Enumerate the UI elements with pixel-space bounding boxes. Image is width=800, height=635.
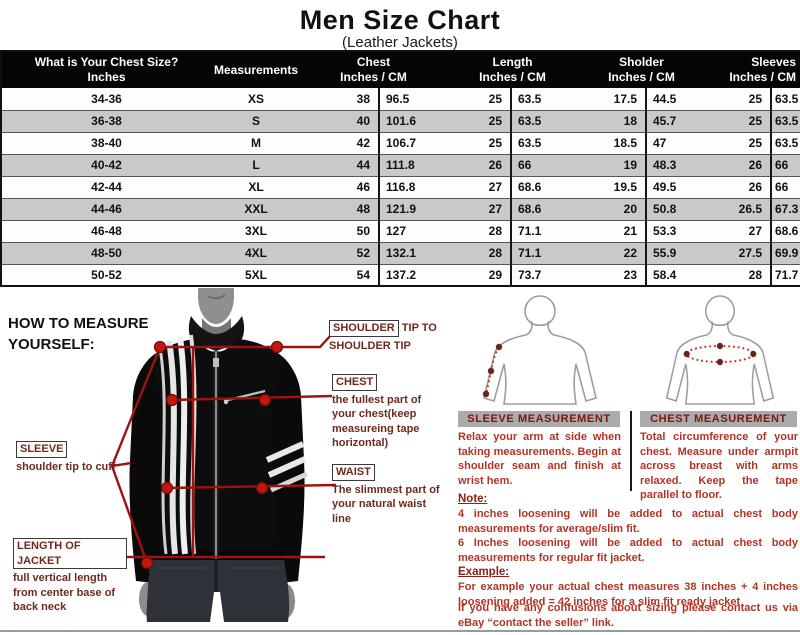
chest-callout-box: CHEST — [332, 374, 378, 391]
header-shoulder: Sholder Inches / CM — [579, 51, 704, 88]
chest-guide-text: Total circumference of your chest. Measu… — [640, 431, 798, 502]
table-row: 42-44 XL 46 116.8 27 68.6 19.5 49.5 26 66 — [1, 175, 800, 198]
sleeve-callout-desc: shoulder tip to cuff — [16, 460, 116, 473]
header-length: Length Inches / CM — [446, 51, 579, 88]
callout-shoulder: SHOULDER TIP TO SHOULDER TIP — [329, 320, 454, 353]
chest-measurement-banner: CHEST MEASUREMENT — [640, 411, 797, 427]
length-callout-desc: full vertical length from center base of… — [13, 572, 116, 613]
example-heading: Example: — [458, 566, 510, 578]
column-divider — [630, 411, 632, 491]
waist-callout-box: WAIST — [332, 464, 375, 481]
shoulder-callout-box: SHOULDER — [329, 320, 399, 337]
sleeve-measurement-diagram — [482, 295, 597, 405]
sleeve-measurement-banner: SLEEVE MEASUREMENT — [458, 411, 620, 427]
table-row: 34-36 XS 38 96.5 25 63.5 17.5 44.5 25 63.5 — [1, 88, 800, 110]
page-title: Men Size Chart — [299, 5, 501, 35]
table-row: 40-42 L 44 111.8 26 66 19 48.3 26 66 — [1, 153, 800, 176]
chest-measurement-diagram — [665, 295, 775, 405]
sleeve-guide-text: Relax your arm at side when taking measu… — [458, 431, 621, 487]
length-callout-box: LENGTH OF JACKET — [13, 538, 127, 569]
note-line-1: 4 inches loosening will be added to actu… — [458, 508, 798, 535]
table-row: 50-52 5XL 54 137.2 29 73.7 23 58.4 28 71.7 — [1, 263, 800, 286]
table-header-row: What is Your Chest Size? Inches Measurem… — [1, 51, 800, 88]
how-to-measure-heading: HOW TO MEASURE YOURSELF: — [8, 315, 149, 353]
table-row: 38-40 M 42 106.7 25 63.5 18.5 47 25 63.5 — [1, 131, 800, 154]
measurement-annotations — [103, 334, 337, 570]
table-row: 36-38 S 40 101.6 25 63.5 18 45.7 25 63.5 — [1, 109, 800, 132]
table-row: 48-50 4XL 52 132.1 28 71.1 22 55.9 27.5 69.9 — [1, 241, 800, 264]
shoulder-callout-after: TIP TO — [401, 322, 437, 334]
chest-callout-desc: the fullest part of your chest(keep meas… — [332, 393, 422, 450]
contact-text: If you have any confusions about sizing … — [458, 602, 798, 629]
example-text: For example your actual chest measures 3… — [458, 581, 798, 608]
table-row: 46-48 3XL 50 127 28 71.1 21 53.3 27 68.6 — [1, 219, 800, 242]
callout-chest: CHEST the fullest part of your chest(kee… — [332, 374, 446, 451]
page-subtitle: (Leather Jackets) — [342, 34, 458, 51]
note-line-2: 6 Inches loosening will be added to actu… — [458, 537, 798, 564]
sleeve-callout-box: SLEEVE — [16, 441, 68, 458]
callout-length: LENGTH OF JACKET full vertical length fr… — [13, 538, 127, 615]
header-sleeves: Sleeves Inches / CM — [704, 51, 800, 88]
note-heading: Note: — [458, 493, 488, 505]
header-measurements: Measurements — [211, 51, 301, 88]
table-row: 44-46 XXL 48 121.9 27 68.6 20 50.8 26.5 67.3 — [1, 197, 800, 220]
size-table: What is Your Chest Size? Inches Measurem… — [0, 50, 800, 287]
shoulder-callout-line2: SHOULDER TIP — [329, 339, 411, 352]
callout-waist: WAIST The slimmest part of your natural … — [332, 464, 442, 526]
header-chest: Chest Inches / CM — [301, 51, 446, 88]
bottom-border-line — [0, 630, 800, 632]
callout-sleeve: SLEEVE shoulder tip to cuff — [16, 441, 138, 474]
waist-callout-desc: The slimmest part of your natural waist … — [332, 483, 440, 525]
header-chest-size: What is Your Chest Size? Inches — [1, 51, 211, 88]
